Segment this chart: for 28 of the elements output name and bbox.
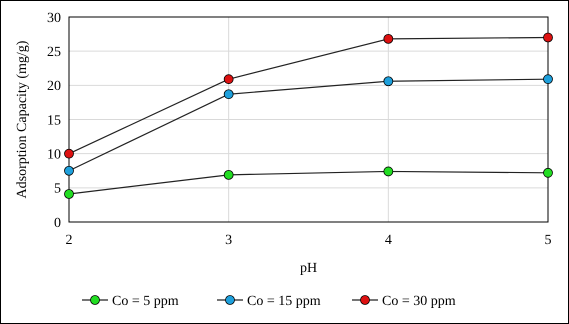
point: [383, 166, 394, 176]
legend-label: Co = 30 ppm: [382, 294, 456, 309]
point: [543, 168, 553, 178]
x-axis-title: pH: [300, 261, 318, 276]
point: [383, 76, 394, 86]
point: [543, 74, 553, 84]
x-tick-label: 4: [384, 233, 392, 248]
y-tick-label: 25: [47, 45, 61, 60]
point: [64, 189, 74, 199]
x-tick-label: 2: [66, 233, 72, 248]
y-tick-label: 15: [47, 113, 61, 128]
y-tick-label: 30: [47, 10, 61, 26]
point: [543, 32, 553, 42]
point: [383, 34, 394, 44]
y-tick-label: 20: [47, 79, 61, 94]
y-tick-label: 0: [54, 216, 61, 231]
y-axis-title: Adsorption Capacity (mg/g): [15, 40, 30, 198]
point: [224, 170, 234, 180]
point: [224, 89, 234, 100]
legend-label: Co = 15 ppm: [247, 294, 321, 309]
point: [224, 74, 234, 84]
y-tick-label: 10: [47, 148, 61, 163]
point: [64, 166, 74, 176]
point: [64, 148, 74, 159]
legend-label: Co = 5 ppm: [112, 294, 179, 309]
x-tick-label: 5: [544, 233, 552, 248]
x-tick-label: 3: [225, 233, 232, 248]
y-tick-label: 5: [54, 182, 61, 197]
